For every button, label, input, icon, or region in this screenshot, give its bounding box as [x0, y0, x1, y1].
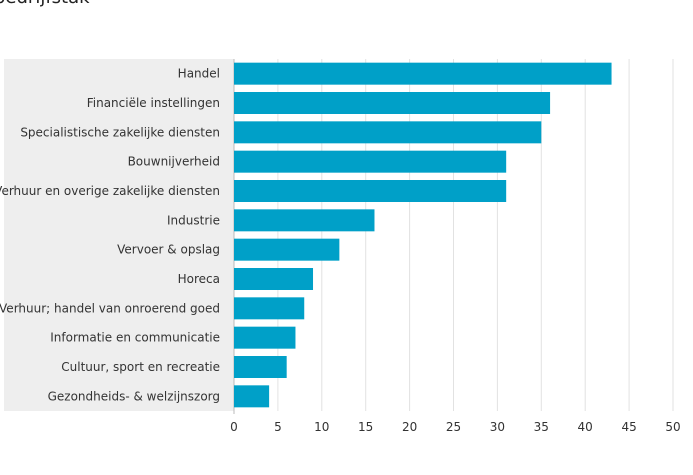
category-label: Verhuur en overige zakelijke diensten — [0, 184, 220, 198]
category-label-background — [4, 59, 234, 411]
category-label: Gezondheids- & welzijnszorg — [48, 389, 220, 403]
bar — [234, 326, 296, 349]
bar — [234, 180, 507, 202]
bars — [234, 62, 612, 408]
x-tick-label: 0 — [230, 420, 238, 434]
bar — [234, 297, 305, 320]
category-label: Horeca — [178, 272, 220, 286]
bar — [234, 268, 314, 290]
category-label: Cultuur, sport en recreatie — [61, 360, 220, 374]
x-tick-label: 40 — [578, 420, 593, 434]
bar — [234, 209, 375, 232]
category-label: Financiële instellingen — [87, 96, 220, 110]
category-labels: Handel Financiële instellingen Specialisti… — [0, 67, 220, 404]
x-tick-labels: 0 5 10 15 20 25 30 35 40 45 50 — [230, 420, 680, 434]
x-tick-label: 20 — [402, 420, 417, 434]
category-label: Industrie — [167, 213, 220, 227]
category-label: Bouwnijverheid — [128, 155, 220, 169]
bar — [234, 238, 340, 261]
category-label: Specialistische zakelijke diensten — [20, 125, 220, 139]
x-tick-label: 5 — [274, 420, 282, 434]
category-label: Handel — [178, 67, 220, 81]
bar — [234, 121, 542, 144]
bar — [234, 356, 287, 378]
category-label: Vervoer & opslag — [117, 243, 220, 257]
x-tick-label: 15 — [358, 420, 373, 434]
x-tick-label: 25 — [446, 420, 461, 434]
x-tick-label: 30 — [490, 420, 505, 434]
x-tick-label: 50 — [665, 420, 680, 434]
bar — [234, 385, 270, 408]
category-label: Verhuur; handel van onroerend goed — [0, 301, 220, 315]
x-tick-label: 10 — [314, 420, 329, 434]
chart-title: bedrijfstak — [0, 0, 90, 8]
bar — [234, 62, 612, 85]
category-label: Informatie en communicatie — [50, 331, 220, 345]
x-tick-label: 35 — [534, 420, 549, 434]
bar — [234, 150, 507, 173]
bar — [234, 92, 551, 114]
x-tick-label: 45 — [621, 420, 636, 434]
gridlines — [277, 59, 674, 411]
